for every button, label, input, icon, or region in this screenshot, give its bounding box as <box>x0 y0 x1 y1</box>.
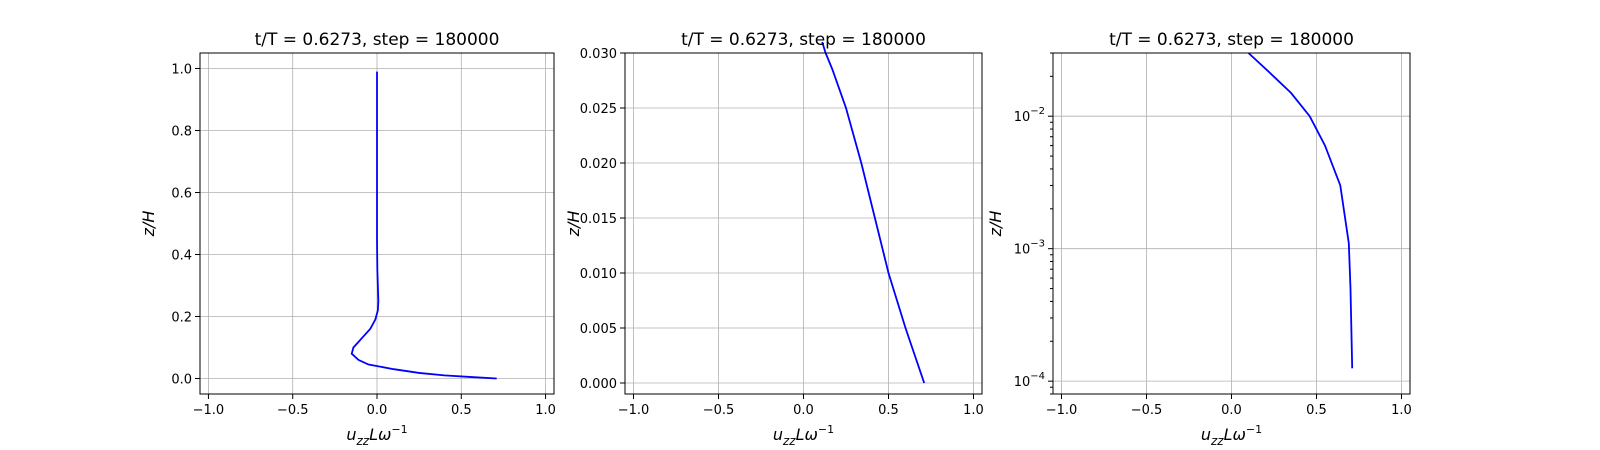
x-tick-label: 0.0 <box>1221 403 1242 418</box>
y-tick-label: 0.015 <box>580 212 617 227</box>
y-tick-label: 0.4 <box>171 249 192 264</box>
x-tick-label: 0.0 <box>793 403 814 418</box>
x-tick-label: 0.0 <box>367 403 388 418</box>
y-axis-label: z/H <box>986 211 1005 238</box>
y-tick-label: 10−2 <box>1014 106 1045 125</box>
x-tick-label: −1.0 <box>193 403 225 418</box>
y-tick-label: 0.6 <box>171 187 192 202</box>
x-tick-label: 0.5 <box>878 403 899 418</box>
x-tick-label: −1.0 <box>1046 403 1078 418</box>
y-tick-label: 1.0 <box>171 63 192 78</box>
x-tick-label: −0.5 <box>703 403 735 418</box>
subplot-title: t/T = 0.6273, step = 180000 <box>1109 30 1354 50</box>
y-axis-label: z/H <box>564 211 583 238</box>
series-line-0 <box>1247 52 1354 369</box>
x-axis-label: uzzLω−1 <box>1201 423 1262 448</box>
y-tick-label: 0.005 <box>580 322 617 337</box>
y-tick-label: 0.2 <box>171 311 192 326</box>
subplot-linear-full: −1.0 −0.5 0.0 0.5 1.0 0.0 0.2 0.4 0.6 0.8 1.0 t/T =… <box>139 30 556 448</box>
x-tick-label: 1.0 <box>1391 403 1412 418</box>
x-tick-label: −0.5 <box>277 403 309 418</box>
y-tick-label: 10−3 <box>1014 239 1045 258</box>
subplot-title: t/T = 0.6273, step = 180000 <box>681 30 926 50</box>
x-tick-label: 1.0 <box>535 403 556 418</box>
subplot-linear-zoom: −1.0 −0.5 0.0 0.5 1.0 0.000 0.005 0.010 0.015 0.0… <box>564 30 984 448</box>
series-line-0 <box>350 71 497 380</box>
x-tick-label: −0.5 <box>1131 403 1163 418</box>
y-tick-label: 0.025 <box>580 102 617 117</box>
y-tick-label: 0.030 <box>580 47 617 62</box>
subplot-log-scale: −1.0 −0.5 0.0 0.5 1.0 10−4 10−3 10−2 t/T = 0.627… <box>986 30 1412 448</box>
y-tick-label: 0.020 <box>580 157 617 172</box>
y-tick-label: 10−4 <box>1014 371 1045 390</box>
x-axis-label: uzzLω−1 <box>346 423 407 448</box>
y-tick-label: 0.0 <box>171 373 192 388</box>
x-tick-label: 0.5 <box>1306 403 1327 418</box>
x-tick-label: 1.0 <box>963 403 984 418</box>
x-tick-label: 0.5 <box>451 403 472 418</box>
y-axis-label: z/H <box>139 211 158 238</box>
x-tick-label: −1.0 <box>618 403 650 418</box>
x-axis-label: uzzLω−1 <box>773 423 834 448</box>
y-tick-label: 0.010 <box>580 267 617 282</box>
y-tick-label: 0.8 <box>171 125 192 140</box>
series-line-0 <box>821 41 926 384</box>
y-tick-label: 0.000 <box>580 377 617 392</box>
subplot-title: t/T = 0.6273, step = 180000 <box>255 30 500 50</box>
